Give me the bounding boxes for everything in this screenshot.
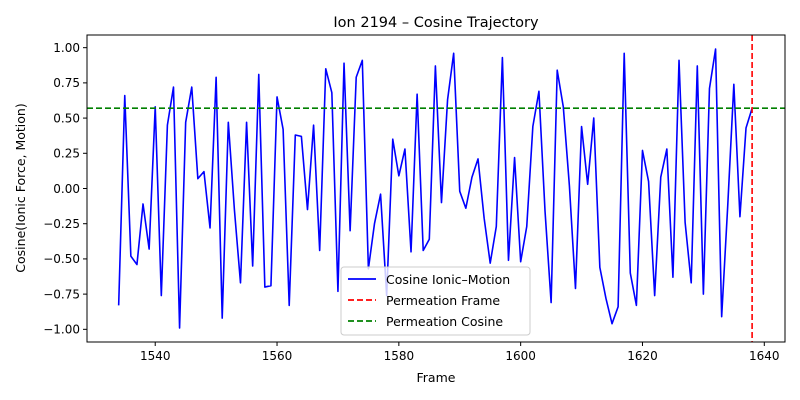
legend-label-series: Cosine Ionic–Motion [386, 272, 510, 287]
x-axis-title: Frame [417, 370, 456, 385]
x-tick-label: 1560 [262, 349, 293, 363]
y-tick-label: −0.50 [43, 252, 80, 266]
x-tick-label: 1580 [384, 349, 415, 363]
y-tick-label: 1.00 [53, 41, 80, 55]
y-axis: −1.00 −0.75 −0.50 −0.25 0.00 0.25 0.50 0.75 1.00 [43, 41, 87, 337]
legend-label-permeation-cosine: Permeation Cosine [386, 314, 503, 329]
x-axis: 1540 1560 1580 1600 1620 1640 [140, 342, 780, 363]
y-tick-label: 0.25 [53, 147, 80, 161]
y-axis-title: Cosine(Ionic Force, Motion) [13, 103, 28, 272]
legend-box [340, 266, 531, 336]
x-tick-label: 1640 [749, 349, 780, 363]
y-tick-label: −0.75 [43, 287, 80, 301]
x-tick-label: 1540 [140, 349, 171, 363]
y-tick-label: 0.50 [53, 111, 80, 125]
y-tick-label: 0.00 [53, 182, 80, 196]
chart-title: Ion 2194 – Cosine Trajectory [333, 15, 539, 31]
series-line [117, 48, 753, 329]
y-tick-label: −1.00 [43, 323, 80, 337]
y-tick-label: −0.25 [43, 217, 80, 231]
plot-area [87, 35, 785, 342]
x-tick-label: 1620 [627, 349, 658, 363]
x-tick-label: 1600 [505, 349, 536, 363]
legend: Cosine Ionic–Motion Permeation Frame Per… [340, 266, 531, 336]
y-tick-label: 0.75 [53, 76, 80, 90]
legend-label-permeation-frame: Permeation Frame [386, 293, 500, 308]
